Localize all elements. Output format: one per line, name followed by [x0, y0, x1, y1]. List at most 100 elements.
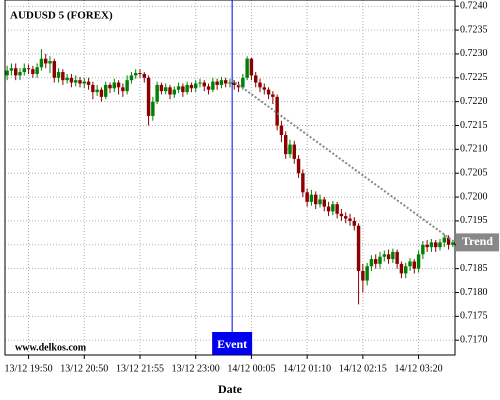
candle-body	[9, 68, 14, 71]
x-tick-label: 13/12 19:50	[5, 363, 53, 374]
event-box	[212, 332, 253, 355]
y-tick-label: 0.7225	[460, 72, 488, 83]
candle-body	[129, 75, 134, 81]
candle-body	[356, 225, 361, 272]
x-tick-label: 14/12 01:10	[283, 363, 331, 374]
candle-body	[326, 206, 331, 212]
candle-body	[31, 69, 35, 74]
candle-body	[95, 89, 99, 93]
candle-body	[159, 84, 164, 92]
candle-body	[365, 266, 369, 281]
candle-body	[224, 80, 228, 84]
candle-body	[314, 194, 318, 205]
x-tick-label: 13/12 21:55	[116, 363, 164, 374]
candle-body	[61, 72, 65, 81]
candle-body	[155, 84, 159, 102]
candle-body	[266, 89, 271, 95]
candle-body	[35, 67, 39, 74]
y-tick-label: 0.7235	[460, 24, 488, 35]
candle-body	[164, 87, 168, 92]
y-tick-label: 0.7215	[460, 120, 488, 131]
candle-body	[14, 68, 18, 76]
candle-body	[292, 144, 296, 159]
candle-body	[108, 84, 112, 89]
candle-body	[275, 96, 279, 126]
candle-body	[74, 80, 78, 83]
candle-body	[142, 73, 146, 78]
candle-body	[198, 82, 202, 84]
candle-body	[202, 82, 206, 87]
candle-body	[39, 58, 44, 68]
candle-body	[369, 259, 374, 267]
grid-layer	[5, 0, 455, 355]
candle-body	[215, 81, 219, 85]
candle-body	[219, 80, 224, 85]
candle-body	[26, 68, 31, 70]
candle-body	[146, 77, 151, 116]
candle-body	[288, 144, 292, 155]
candle-body	[249, 58, 254, 76]
candle-body	[125, 80, 129, 92]
candle-body	[442, 237, 446, 243]
y-tick-label: 0.7175	[460, 311, 488, 322]
candle-body	[181, 86, 185, 93]
candle-body	[91, 84, 95, 93]
candle-body	[395, 251, 399, 264]
candle-body	[391, 251, 395, 260]
candle-body	[438, 242, 442, 248]
candle-body	[138, 73, 142, 75]
y-tick-label: 0.7220	[460, 96, 488, 107]
candle-body	[245, 58, 249, 78]
candle-body	[374, 259, 378, 264]
y-tick-label: 0.7180	[460, 287, 488, 298]
candle-body	[399, 263, 404, 274]
candle-body	[65, 77, 69, 81]
candle-body	[296, 158, 301, 174]
candle-body	[78, 80, 82, 84]
candle-body	[446, 237, 451, 245]
candles	[5, 49, 455, 305]
x-tick-label: 13/12 23:00	[172, 363, 220, 374]
candle-body	[211, 81, 215, 90]
candle-body	[318, 199, 322, 205]
candle-body	[206, 86, 211, 90]
candle-body	[408, 261, 412, 267]
candle-body	[322, 199, 326, 207]
candle-body	[82, 81, 86, 84]
candle-body	[412, 261, 416, 269]
candle-body	[121, 87, 125, 92]
candle-body	[331, 204, 335, 212]
candle-body	[416, 254, 421, 269]
candle-body	[18, 72, 22, 76]
candle-body	[5, 70, 9, 76]
candle-body	[232, 82, 236, 85]
y-tick-label: 0.7185	[460, 263, 488, 274]
candle-body	[335, 204, 339, 214]
event-label: Event	[217, 337, 247, 351]
candle-body	[69, 77, 74, 83]
candle-body	[378, 256, 382, 264]
candle-body	[339, 213, 344, 217]
candle-body	[112, 82, 116, 89]
candle-body	[421, 244, 425, 255]
candle-body	[189, 84, 194, 89]
y-tick-label: 0.7170	[460, 335, 488, 346]
y-tick-label: 0.7195	[460, 215, 488, 226]
y-tick-label: 0.7205	[460, 168, 488, 179]
candle-body	[284, 135, 288, 155]
chart-title: AUDUSD 5 (FOREX)	[10, 10, 113, 22]
candle-body	[176, 86, 181, 90]
candle-body	[382, 254, 386, 257]
x-tick-label: 13/12 20:50	[60, 363, 108, 374]
trend-line	[231, 79, 456, 244]
candle-body	[425, 244, 429, 248]
candle-body	[386, 254, 391, 260]
candle-body	[194, 83, 198, 89]
y-tick-label: 0.7240	[460, 0, 488, 11]
candle-body	[185, 84, 189, 93]
candle-body	[134, 73, 138, 76]
y-tick-label: 0.7230	[460, 48, 488, 59]
y-tick-label: 0.7210	[460, 144, 488, 155]
x-axis-label: Date	[218, 382, 243, 396]
